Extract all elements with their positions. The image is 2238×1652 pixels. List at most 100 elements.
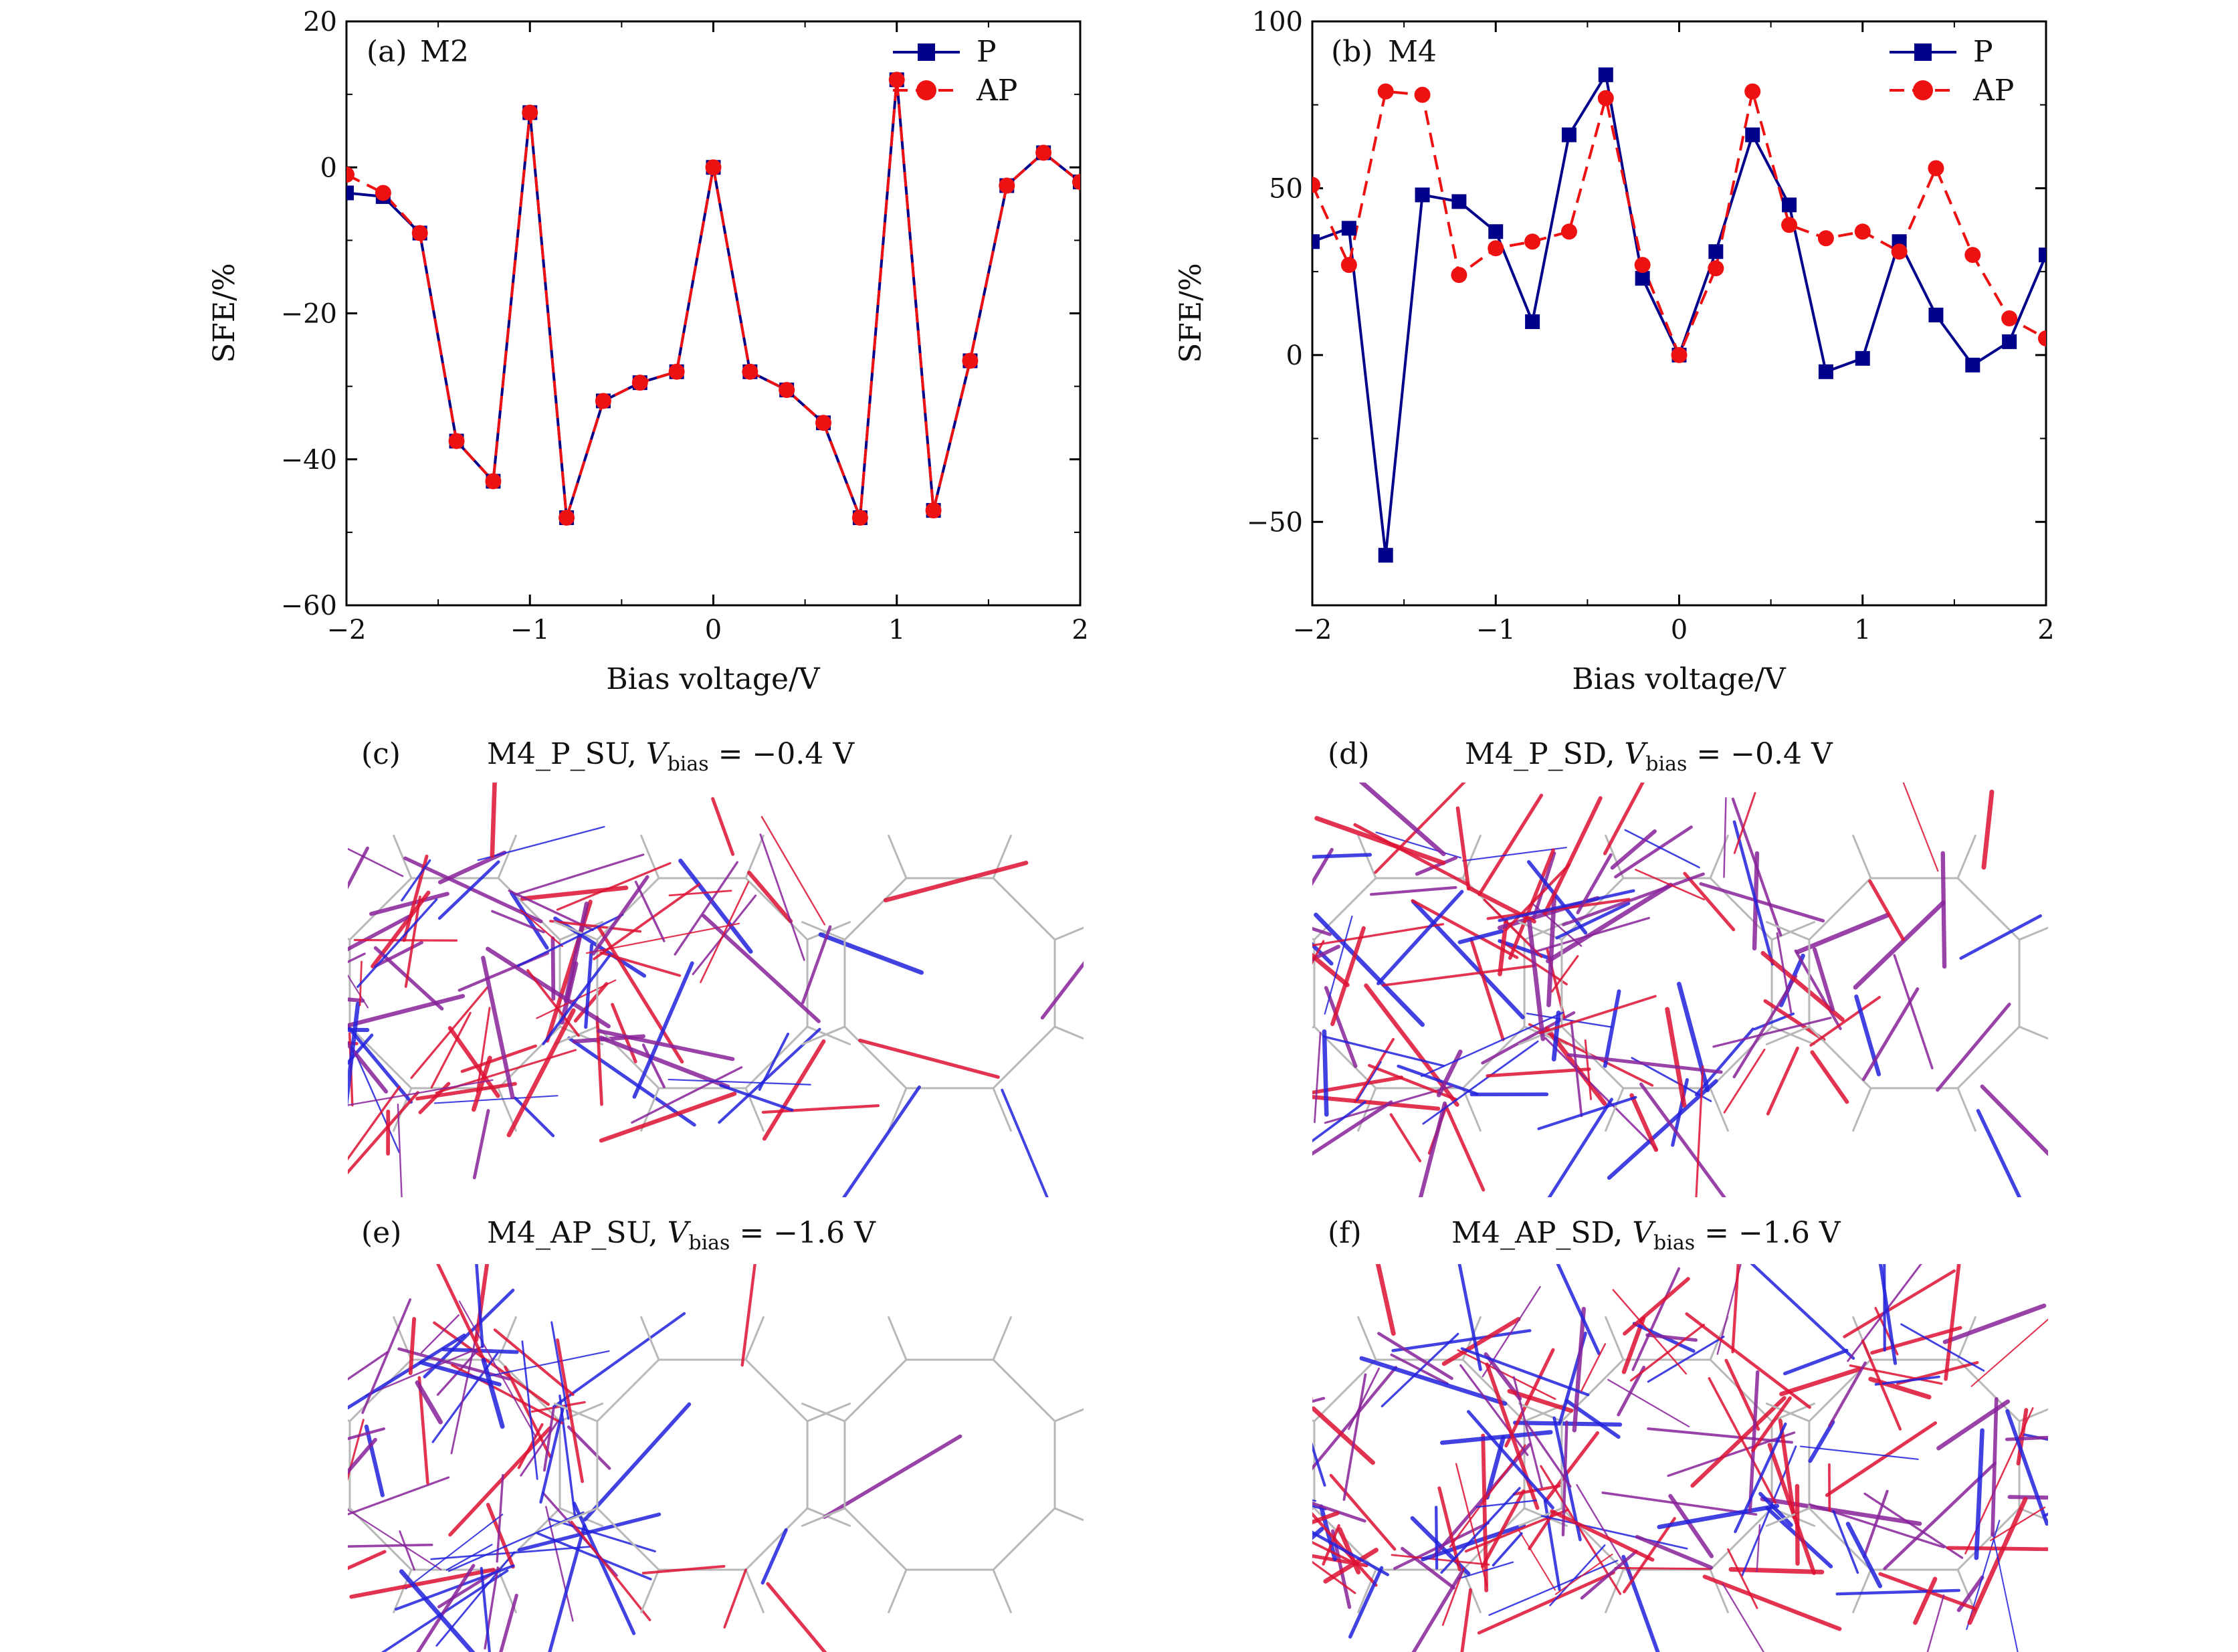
current-arrow <box>1312 1554 1368 1568</box>
current-arrow <box>1314 1031 1322 1124</box>
current-arrow <box>759 833 805 961</box>
current-arrow <box>1312 1530 1390 1576</box>
data-point-p <box>2039 247 2046 263</box>
current-arrow <box>1312 1442 1326 1487</box>
current-arrow <box>599 1035 730 1090</box>
y-tick-label: −60 <box>281 591 337 621</box>
current-arrow <box>348 1023 413 1104</box>
current-arrow <box>634 880 666 942</box>
current-arrow <box>1576 853 1613 914</box>
lattice-bond <box>1709 1088 1730 1132</box>
lattice-bond <box>639 1316 660 1360</box>
current-arrow <box>430 1546 591 1560</box>
current-arrow <box>1312 952 1350 987</box>
current-arrow <box>1635 868 1705 901</box>
lattice-bond <box>553 1402 598 1423</box>
lattice-bond <box>348 1507 350 1510</box>
current-arrow <box>1359 1356 1508 1406</box>
lattice-bond <box>1312 1025 1315 1029</box>
current-arrow <box>348 1476 450 1516</box>
legend-marker-p <box>918 43 935 61</box>
current-arrow <box>1683 871 1736 932</box>
lattice-bond <box>1956 1316 1977 1360</box>
series-line-ap <box>346 80 1080 518</box>
current-arrow <box>1543 1499 1561 1591</box>
current-arrow <box>1878 1264 1898 1365</box>
data-point-p <box>1341 221 1356 236</box>
lattice-bond <box>1765 920 1810 941</box>
lattice-bond <box>1851 1088 1872 1132</box>
lattice-bond <box>1604 1569 1625 1614</box>
current-arrow <box>1477 1570 1615 1635</box>
current-arrow <box>1835 1588 1960 1596</box>
data-point-p <box>1855 350 1870 366</box>
lattice-bond <box>887 1088 908 1132</box>
current-arrow <box>762 1039 826 1141</box>
current-arrow <box>458 1300 536 1437</box>
current-arrow <box>1439 1430 1553 1445</box>
current-arrow <box>1401 1546 1455 1590</box>
series-layer-a <box>346 72 1080 526</box>
current-arrow <box>1647 1427 1793 1444</box>
data-point-p <box>1635 271 1650 286</box>
current-arrow <box>1353 823 1470 887</box>
current-arrow <box>1544 1037 1658 1151</box>
current-arrow <box>419 1360 502 1386</box>
current-arrow <box>348 974 369 1009</box>
x-tick-label: 1 <box>1854 615 1871 645</box>
current-arrow <box>1507 1388 1574 1413</box>
plot-frame-a <box>345 20 1082 607</box>
current-arrow <box>1391 1329 1532 1352</box>
lattice-bond <box>639 834 660 879</box>
current-arrow <box>1808 1420 1835 1463</box>
data-point-p <box>1745 127 1760 142</box>
data-point-ap <box>999 177 1015 194</box>
current-arrow <box>1040 961 1084 1020</box>
current-arrow <box>801 925 832 1005</box>
current-arrow <box>1540 1515 1688 1550</box>
current-arrow <box>348 1509 442 1570</box>
lattice-bond <box>1356 1569 1377 1614</box>
current-arrow <box>1488 1560 1619 1616</box>
axis-ticks-a: −2 −1 0 1 2 −60 −40 −20 0 20 <box>281 7 1089 645</box>
data-point-ap <box>779 382 795 399</box>
current-arrow <box>1862 1489 1889 1558</box>
data-point-ap <box>1377 83 1394 100</box>
panel-title: M4_AP_SD, Vbias = −1.6 V <box>1451 1216 1841 1255</box>
axis-ticks-b: −2 −1 0 1 2 −50 0 50 100 <box>1247 7 2055 645</box>
current-arrow <box>1572 1306 1586 1433</box>
lattice-bond <box>992 1316 1013 1360</box>
y-tick-label: 0 <box>320 152 337 183</box>
current-arrow <box>858 1038 1000 1079</box>
lattice-bond <box>1461 1088 1482 1132</box>
current-network-d <box>1312 783 2048 1197</box>
current-arrow <box>1354 1037 1395 1104</box>
current-arrow <box>1312 1526 1324 1540</box>
current-arrow <box>1498 889 1635 922</box>
current-arrow <box>1665 1007 1687 1108</box>
current-arrow <box>1312 940 1325 965</box>
data-point-ap <box>1634 257 1651 274</box>
current-arrow <box>1418 1101 1447 1197</box>
panel-c: (c) M4_P_SU, Vbias = −0.4 V <box>260 737 1084 1197</box>
current-arrow <box>570 1520 651 1621</box>
current-arrow <box>1657 1504 1780 1530</box>
current-arrow <box>822 1434 962 1519</box>
current-arrow <box>373 940 423 968</box>
current-arrow <box>1776 932 1793 1014</box>
current-arrow <box>496 1473 504 1563</box>
data-point-ap <box>1488 240 1504 257</box>
data-point-p <box>1965 357 1980 373</box>
current-arrow <box>1944 1264 1961 1381</box>
panel-label: (f) <box>1328 1216 1362 1250</box>
legend-marker-p <box>1914 43 1932 61</box>
x-tick-label: −2 <box>327 615 367 645</box>
current-arrow <box>1629 1093 1659 1152</box>
current-arrow <box>420 1314 460 1354</box>
current-arrow <box>1482 1285 1541 1378</box>
lattice-bond <box>1356 1316 1377 1360</box>
current-arrow <box>260 933 329 1001</box>
current-arrow <box>348 1091 419 1174</box>
current-arrow <box>818 932 924 975</box>
current-arrow <box>1570 1020 1583 1118</box>
